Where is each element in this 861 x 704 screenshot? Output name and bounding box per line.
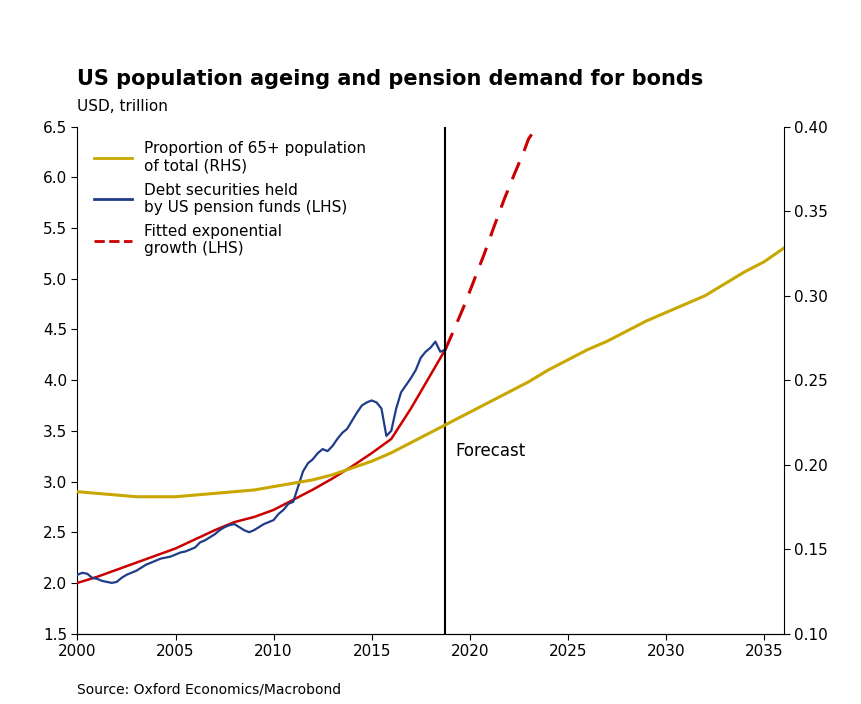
Text: Forecast: Forecast [455, 442, 525, 460]
Legend: Proportion of 65+ population
of total (RHS), Debt securities held
by US pension : Proportion of 65+ population of total (R… [88, 135, 372, 263]
Text: USD, trillion: USD, trillion [77, 99, 169, 113]
Text: Source: Oxford Economics/Macrobond: Source: Oxford Economics/Macrobond [77, 683, 342, 697]
Text: US population ageing and pension demand for bonds: US population ageing and pension demand … [77, 69, 703, 89]
